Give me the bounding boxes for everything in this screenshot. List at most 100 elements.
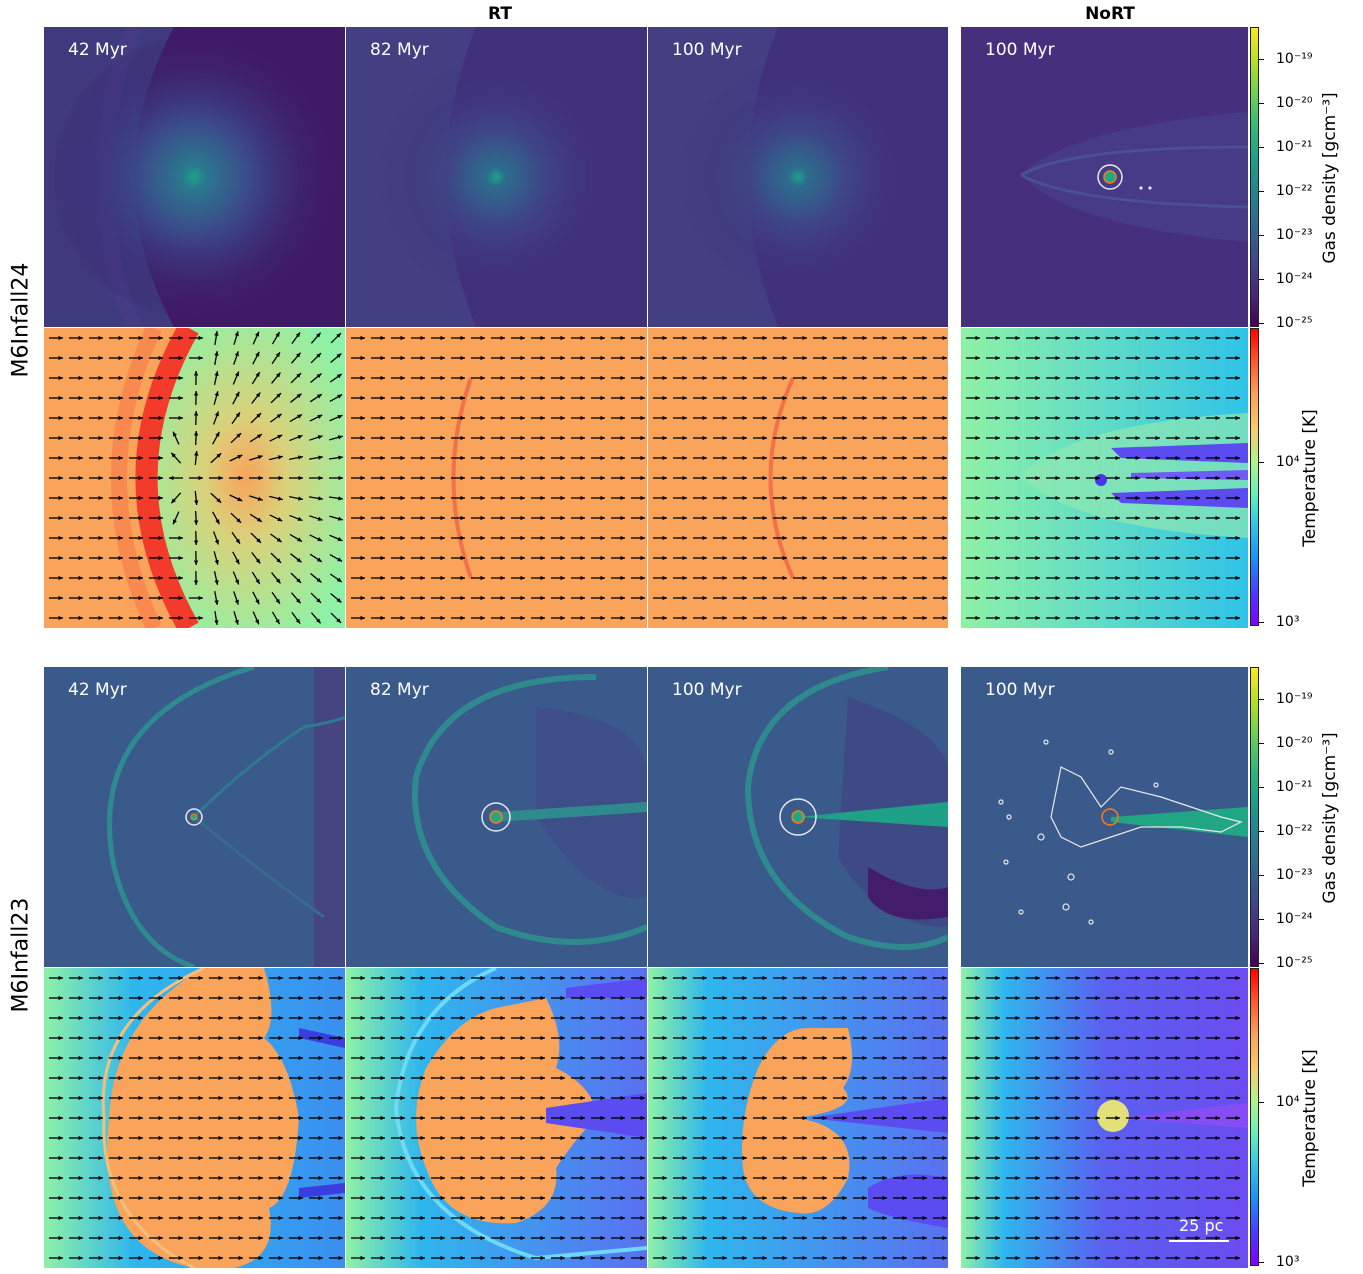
velocity-arrowhead — [722, 475, 727, 481]
velocity-arrowhead — [1235, 1235, 1240, 1241]
velocity-arrowhead — [440, 395, 445, 401]
velocity-arrowhead — [560, 1035, 565, 1041]
velocity-arrowhead — [560, 495, 565, 501]
velocity-arrowhead — [942, 1235, 947, 1241]
velocity-arrowhead — [762, 1055, 767, 1061]
velocity-arrowhead — [842, 495, 847, 501]
velocity-arrowhead — [560, 535, 565, 541]
velocity-arrowhead — [337, 516, 343, 521]
velocity-arrowhead — [380, 555, 385, 561]
velocity-arrowhead — [58, 615, 63, 621]
velocity-arrowhead — [317, 414, 323, 419]
velocity-arrowhead — [158, 495, 163, 501]
velocity-arrowhead — [98, 1175, 103, 1181]
velocity-arrowhead — [975, 495, 980, 501]
velocity-arrowhead — [257, 455, 263, 460]
temperature-panel-m6infall23-nort: 25 pc — [961, 968, 1248, 1268]
velocity-arrowhead — [480, 415, 485, 421]
velocity-arrowhead — [620, 1055, 625, 1061]
velocity-arrowhead — [662, 975, 667, 981]
velocity-arrowhead — [178, 535, 183, 541]
velocity-arrowhead — [762, 1155, 767, 1161]
velocity-arrowhead — [1095, 1055, 1100, 1061]
velocity-arrowhead — [238, 1035, 243, 1041]
velocity-arrowhead — [540, 415, 545, 421]
velocity-arrowhead — [742, 1015, 747, 1021]
velocity-arrowhead — [842, 1035, 847, 1041]
velocity-arrowhead — [1175, 355, 1180, 361]
velocity-arrowhead — [600, 1035, 605, 1041]
velocity-arrowhead — [1135, 1055, 1140, 1061]
velocity-arrowhead — [500, 1035, 505, 1041]
velocity-arrowhead — [1015, 455, 1020, 461]
velocity-arrowhead — [802, 335, 807, 341]
velocity-arrowhead — [762, 335, 767, 341]
velocity-arrowhead — [600, 975, 605, 981]
velocity-arrowhead — [275, 578, 281, 584]
density-ticks-m6infall23: 10⁻¹⁹ 10⁻²⁰ 10⁻²¹ 10⁻²² 10⁻²³ 10⁻²⁴ 10⁻²… — [1258, 667, 1336, 971]
velocity-arrowhead — [580, 575, 585, 581]
velocity-arrowhead — [98, 535, 103, 541]
velocity-arrowhead — [158, 415, 163, 421]
density-panel-m6infall23-100myr: 100 Myr — [648, 667, 948, 967]
velocity-arrowhead — [296, 373, 301, 378]
velocity-arrowhead — [1155, 535, 1160, 541]
velocity-arrowhead — [802, 1215, 807, 1221]
velocity-arrowhead — [1215, 515, 1220, 521]
velocity-arrowhead — [1055, 395, 1060, 401]
velocity-arrowhead — [118, 1115, 123, 1121]
velocity-arrowhead — [78, 995, 83, 1001]
velocity-arrowhead — [902, 1215, 907, 1221]
velocity-arrowhead — [1235, 1135, 1240, 1141]
velocity-arrowhead — [178, 1075, 183, 1081]
velocity-arrowhead — [138, 1115, 143, 1121]
velocity-arrowhead — [520, 1235, 525, 1241]
velocity-arrowhead — [520, 1215, 525, 1221]
velocity-arrowhead — [118, 1055, 123, 1061]
velocity-arrowhead — [500, 995, 505, 1001]
velocity-arrowhead — [560, 975, 565, 981]
velocity-arrowhead — [98, 375, 103, 381]
velocity-arrowhead — [822, 375, 827, 381]
velocity-arrowhead — [276, 413, 282, 419]
velocity-arrowhead — [58, 535, 63, 541]
velocity-arrowhead — [78, 435, 83, 441]
velocity-arrowhead — [298, 1055, 303, 1061]
velocity-arrowhead — [1035, 455, 1040, 461]
velocity-arrowhead — [1015, 355, 1020, 361]
velocity-arrowhead — [480, 1015, 485, 1021]
velocity-arrowhead — [98, 1095, 103, 1101]
velocity-arrowhead — [400, 595, 405, 601]
velocity-arrowhead — [1055, 415, 1060, 421]
velocity-arrowhead — [158, 975, 163, 981]
velocity-arrowhead — [942, 455, 947, 461]
velocity-arrowhead — [420, 355, 425, 361]
velocity-arrowhead — [975, 455, 980, 461]
velocity-arrowhead — [1235, 1095, 1240, 1101]
velocity-arrowhead — [98, 355, 103, 361]
velocity-arrowhead — [662, 1095, 667, 1101]
velocity-arrowhead — [1015, 1155, 1020, 1161]
velocity-arrowhead — [782, 455, 787, 461]
velocity-arrowhead — [620, 1075, 625, 1081]
velocity-arrowhead — [1035, 1015, 1040, 1021]
velocity-arrowhead — [198, 1115, 203, 1121]
velocity-arrowhead — [782, 355, 787, 361]
velocity-arrowhead — [1055, 1255, 1060, 1261]
velocity-arrowhead — [862, 415, 867, 421]
velocity-arrowhead — [1035, 495, 1040, 501]
velocity-arrowhead — [1135, 1155, 1140, 1161]
velocity-arrowhead — [440, 335, 445, 341]
velocity-arrowhead — [158, 1055, 163, 1061]
velocity-arrowhead — [1095, 1255, 1100, 1261]
velocity-arrowhead — [380, 1015, 385, 1021]
velocity-arrowhead — [296, 557, 302, 563]
velocity-arrowhead — [360, 1015, 365, 1021]
velocity-arrowhead — [1155, 355, 1160, 361]
velocity-arrowhead — [640, 1035, 645, 1041]
velocity-arrowhead — [380, 515, 385, 521]
velocity-arrowhead — [258, 1175, 263, 1181]
velocity-arrowhead — [1135, 1135, 1140, 1141]
velocity-arrowhead — [580, 355, 585, 361]
velocity-arrowhead — [440, 1175, 445, 1181]
